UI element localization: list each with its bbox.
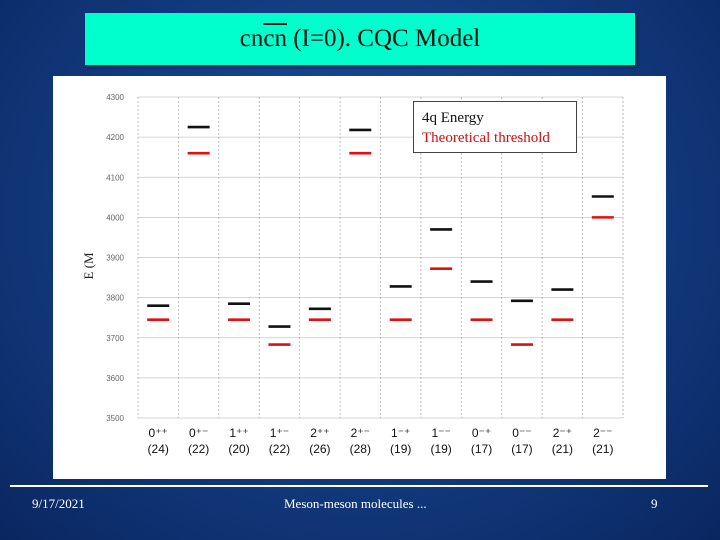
footer-divider [10, 485, 708, 487]
y-tick-label: 3900 [106, 254, 124, 263]
chart-panel: 4300 4200 4100 4000 3900 3800 3700 3600 3500 E (M… [53, 76, 666, 479]
x-category-label: 0⁻⁻ [512, 426, 531, 440]
x-count-label: (17) [471, 442, 492, 456]
title-suffix: (I=0). CQC Model [286, 25, 481, 52]
legend-item-threshold: Theoretical threshold [422, 130, 550, 146]
title-overline-part: cn [263, 25, 287, 52]
footer-date: 9/17/2021 [32, 496, 85, 511]
x-count-label: (21) [552, 442, 573, 456]
x-count-label: (22) [188, 442, 209, 456]
x-category-label: 2⁺⁻ [351, 426, 370, 440]
x-category-label: 0⁻⁺ [472, 426, 491, 440]
y-tick-label: 4100 [106, 173, 124, 182]
y-tick-label: 4300 [106, 93, 124, 102]
chart-legend: 4q Energy Theoretical threshold [413, 101, 577, 153]
y-tick-label: 3700 [106, 334, 124, 343]
slide-title: cncn (I=0). CQC Model [240, 25, 480, 53]
x-category-label: 2⁻⁻ [593, 426, 612, 440]
y-tick-label: 4200 [106, 133, 124, 142]
x-count-label: (22) [269, 442, 290, 456]
x-category-label: 2⁻⁺ [553, 426, 572, 440]
x-count-label: (26) [309, 442, 330, 456]
x-count-label: (21) [592, 442, 613, 456]
x-category-label: 1⁺⁻ [270, 426, 289, 440]
title-prefix: cn [239, 25, 264, 52]
x-category-label: 1⁻⁺ [391, 426, 410, 440]
x-category-label: 0⁺⁺ [149, 426, 168, 440]
x-count-label: (24) [148, 442, 169, 456]
x-count-label: (20) [228, 442, 249, 456]
x-category-label: 0⁺⁻ [189, 426, 208, 440]
slide-title-box: cncn (I=0). CQC Model [85, 13, 635, 65]
footer-title: Meson-meson molecules ... [284, 496, 427, 511]
footer-page-number: 9 [651, 496, 658, 511]
x-count-label: (19) [430, 442, 451, 456]
x-category-label: 1⁻⁻ [431, 426, 450, 440]
x-count-label: (19) [390, 442, 411, 456]
legend-item-energy: 4q Energy [422, 110, 484, 126]
x-count-label: (17) [511, 442, 532, 456]
y-tick-label: 3600 [106, 374, 124, 383]
x-category-label: 1⁺⁺ [229, 426, 248, 440]
y-tick-label: 3500 [106, 414, 124, 423]
y-tick-label: 3800 [106, 294, 124, 303]
y-axis-label: E (M [81, 252, 96, 280]
x-category-label: 2⁺⁺ [310, 426, 329, 440]
x-count-label: (28) [350, 442, 371, 456]
y-tick-label: 4000 [106, 213, 124, 222]
energy-level-chart: 4300 4200 4100 4000 3900 3800 3700 3600 3500 E (M… [81, 93, 624, 456]
